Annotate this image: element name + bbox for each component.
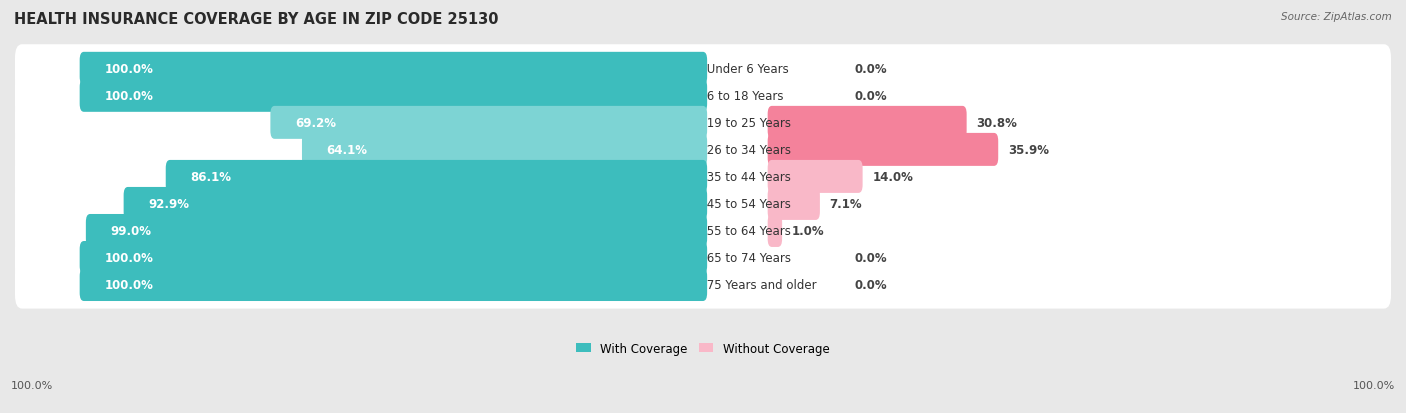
FancyBboxPatch shape xyxy=(15,234,1391,282)
Text: 100.0%: 100.0% xyxy=(104,252,153,264)
Text: 100.0%: 100.0% xyxy=(104,90,153,102)
FancyBboxPatch shape xyxy=(768,214,782,247)
FancyBboxPatch shape xyxy=(124,188,707,221)
Text: 1.0%: 1.0% xyxy=(792,224,824,237)
Text: 0.0%: 0.0% xyxy=(855,278,887,291)
FancyBboxPatch shape xyxy=(302,133,707,166)
Text: 69.2%: 69.2% xyxy=(295,116,336,130)
FancyBboxPatch shape xyxy=(768,161,863,193)
FancyBboxPatch shape xyxy=(80,268,707,301)
Text: 35.9%: 35.9% xyxy=(1008,144,1049,157)
FancyBboxPatch shape xyxy=(80,242,707,274)
FancyBboxPatch shape xyxy=(80,53,707,85)
FancyBboxPatch shape xyxy=(15,153,1391,201)
Text: 0.0%: 0.0% xyxy=(855,63,887,76)
FancyBboxPatch shape xyxy=(15,126,1391,174)
Text: 86.1%: 86.1% xyxy=(190,171,232,183)
Text: 30.8%: 30.8% xyxy=(976,116,1017,130)
FancyBboxPatch shape xyxy=(270,107,707,140)
Text: HEALTH INSURANCE COVERAGE BY AGE IN ZIP CODE 25130: HEALTH INSURANCE COVERAGE BY AGE IN ZIP … xyxy=(14,12,499,27)
FancyBboxPatch shape xyxy=(15,261,1391,309)
Text: 0.0%: 0.0% xyxy=(855,90,887,102)
Legend: With Coverage, Without Coverage: With Coverage, Without Coverage xyxy=(576,342,830,355)
FancyBboxPatch shape xyxy=(15,180,1391,228)
FancyBboxPatch shape xyxy=(768,188,820,221)
Text: 26 to 34 Years: 26 to 34 Years xyxy=(703,144,792,157)
Text: 100.0%: 100.0% xyxy=(1353,380,1395,390)
FancyBboxPatch shape xyxy=(86,214,707,247)
FancyBboxPatch shape xyxy=(15,207,1391,255)
FancyBboxPatch shape xyxy=(15,99,1391,147)
Text: 92.9%: 92.9% xyxy=(149,197,190,211)
Text: 7.1%: 7.1% xyxy=(830,197,862,211)
Text: 55 to 64 Years: 55 to 64 Years xyxy=(703,224,790,237)
Text: 19 to 25 Years: 19 to 25 Years xyxy=(703,116,792,130)
Text: 14.0%: 14.0% xyxy=(872,171,912,183)
Text: Source: ZipAtlas.com: Source: ZipAtlas.com xyxy=(1281,12,1392,22)
Text: Under 6 Years: Under 6 Years xyxy=(703,63,789,76)
FancyBboxPatch shape xyxy=(768,133,998,166)
Text: 100.0%: 100.0% xyxy=(104,63,153,76)
Text: 65 to 74 Years: 65 to 74 Years xyxy=(703,252,792,264)
Text: 99.0%: 99.0% xyxy=(111,224,152,237)
Text: 64.1%: 64.1% xyxy=(326,144,368,157)
FancyBboxPatch shape xyxy=(80,80,707,113)
Text: 75 Years and older: 75 Years and older xyxy=(703,278,817,291)
FancyBboxPatch shape xyxy=(166,161,707,193)
FancyBboxPatch shape xyxy=(15,45,1391,93)
Text: 6 to 18 Years: 6 to 18 Years xyxy=(703,90,783,102)
Text: 100.0%: 100.0% xyxy=(11,380,53,390)
Text: 45 to 54 Years: 45 to 54 Years xyxy=(703,197,790,211)
Text: 100.0%: 100.0% xyxy=(104,278,153,291)
FancyBboxPatch shape xyxy=(15,72,1391,120)
Text: 35 to 44 Years: 35 to 44 Years xyxy=(703,171,790,183)
FancyBboxPatch shape xyxy=(768,107,967,140)
Text: 0.0%: 0.0% xyxy=(855,252,887,264)
